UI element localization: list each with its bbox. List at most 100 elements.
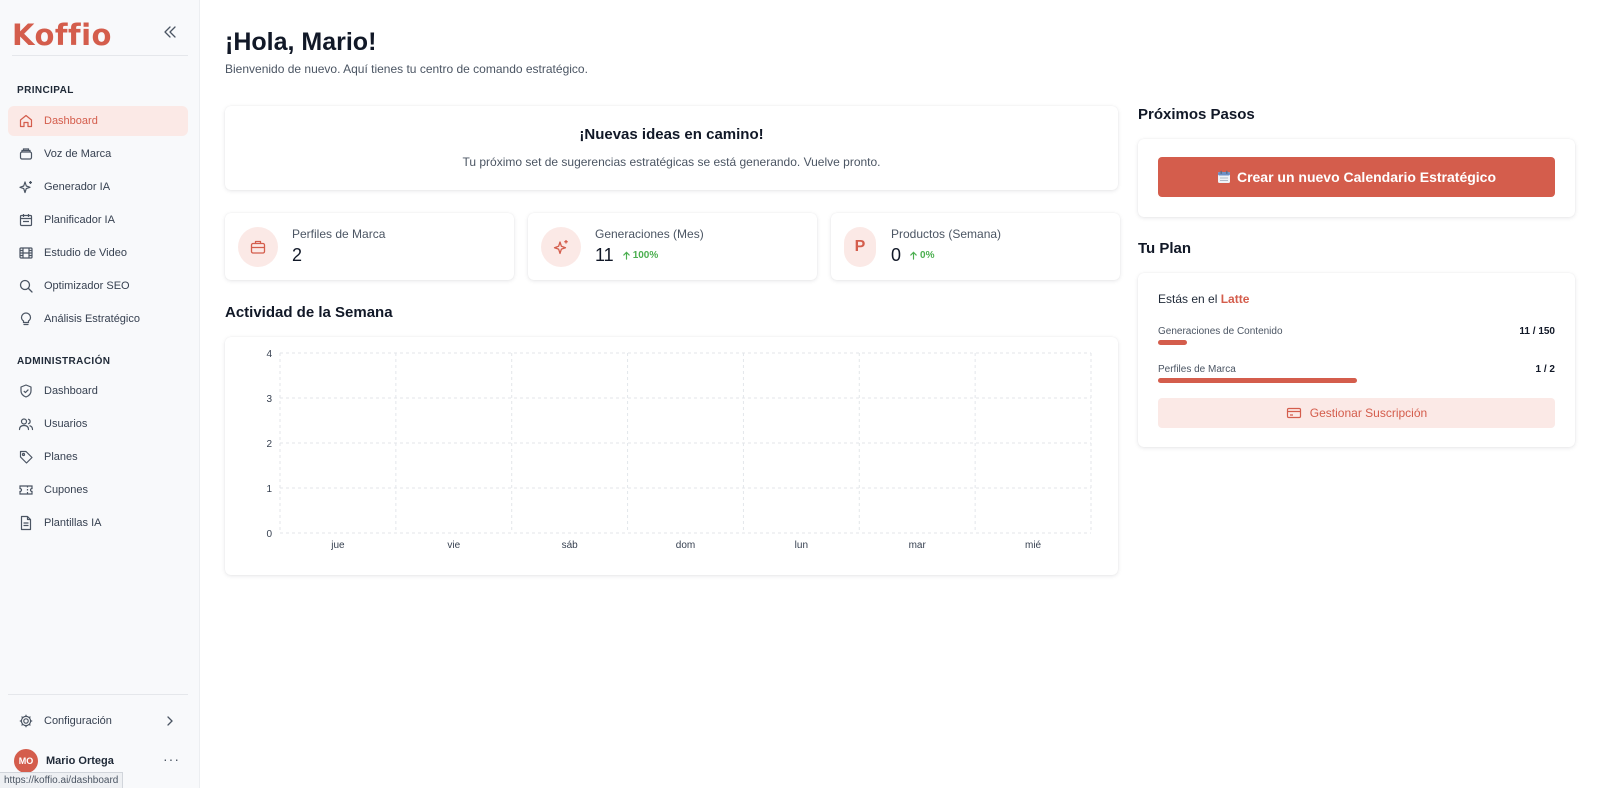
sparkles-icon	[19, 181, 32, 194]
briefcase-icon	[238, 227, 278, 267]
tag-icon	[19, 450, 33, 464]
sidebar-item-label: Dashboard	[44, 115, 98, 127]
arrow-up-icon	[910, 251, 917, 260]
ideas-text: Tu próximo set de sugerencias estratégic…	[462, 155, 881, 169]
sidebar-item-label: Configuración	[44, 715, 112, 727]
y-tick-label: 3	[266, 394, 272, 405]
shield-icon	[20, 384, 32, 398]
y-tick-label: 1	[266, 484, 272, 495]
sidebar-item-analisis-estrategico[interactable]: Análisis Estratégico	[8, 304, 188, 334]
user-name: Mario Ortega	[46, 755, 114, 767]
usage-bar-perfiles	[1158, 378, 1555, 383]
sidebar-item-generador-ia[interactable]: Generador IA	[8, 172, 188, 202]
x-tick-label: mié	[1025, 540, 1042, 551]
usage-count-perfiles: 1 / 2	[1535, 364, 1555, 375]
stat-number: 11	[595, 245, 614, 265]
stat-number: 2	[292, 245, 303, 265]
plan-title: Tu Plan	[1138, 240, 1192, 257]
sidebar-item-label: Generador IA	[44, 181, 111, 193]
sidebar-item-optimizador-seo[interactable]: Optimizador SEO	[8, 271, 188, 301]
collapse-sidebar-icon[interactable]	[162, 24, 178, 40]
plan-card: Estás en el Latte Generaciones de Conten…	[1138, 273, 1575, 447]
ideas-card: ¡Nuevas ideas en camino! Tu próximo set …	[225, 106, 1118, 190]
sidebar-item-label: Voz de Marca	[44, 148, 112, 160]
next-steps-title: Próximos Pasos	[1138, 106, 1255, 123]
calendar-icon	[19, 214, 33, 227]
sidebar-item-planes[interactable]: Planes	[8, 442, 188, 472]
calendar-emoji-icon	[1217, 170, 1231, 184]
stat-label: Generaciones (Mes)	[595, 227, 704, 241]
users-icon	[18, 418, 34, 431]
home-icon	[19, 114, 33, 128]
sidebar-item-cupones[interactable]: Cupones	[8, 475, 188, 505]
sidebar: Koffio PRINCIPAL Dashboard Voz de Marca …	[0, 0, 200, 788]
usage-label-perfiles: Perfiles de Marca	[1158, 364, 1236, 375]
x-tick-label: jue	[330, 540, 345, 551]
gear-icon	[19, 714, 33, 728]
lightbulb-icon	[20, 312, 32, 326]
sidebar-item-label: Planificador IA	[44, 214, 115, 226]
credit-card-icon	[1286, 407, 1301, 419]
create-calendar-label: Crear un nuevo Calendario Estratégico	[1236, 169, 1497, 185]
y-tick-label: 0	[266, 529, 272, 540]
plan-name: Latte	[1220, 292, 1250, 306]
activity-chart-card: 0 1 2 3 4 jue vie sáb dom lun mar mié	[225, 337, 1118, 575]
stat-label: Perfiles de Marca	[292, 227, 386, 241]
manage-subscription-button[interactable]: Gestionar Suscripción	[1158, 398, 1555, 428]
x-tick-label: lun	[795, 540, 808, 551]
stat-delta: 100%	[622, 250, 659, 261]
sidebar-item-configuracion[interactable]: Configuración	[8, 706, 188, 736]
stat-number: 0	[891, 245, 902, 265]
product-letter-icon: P	[844, 227, 876, 267]
sidebar-item-usuarios[interactable]: Usuarios	[8, 409, 188, 439]
sidebar-item-voz-de-marca[interactable]: Voz de Marca	[8, 139, 188, 169]
sidebar-item-admin-dashboard[interactable]: Dashboard	[8, 376, 188, 406]
next-steps-card: Crear un nuevo Calendario Estratégico	[1138, 139, 1575, 217]
sidebar-item-label: Planes	[44, 451, 78, 463]
usage-bar-generaciones	[1158, 340, 1555, 345]
stat-delta: 0%	[909, 250, 934, 261]
activity-chart: 0 1 2 3 4 jue vie sáb dom lun mar mié	[266, 349, 1092, 551]
sidebar-item-label: Dashboard	[44, 385, 98, 397]
stat-card-productos: P Productos (Semana) 0 0%	[831, 213, 1120, 280]
y-tick-label: 4	[266, 349, 272, 360]
stat-label: Productos (Semana)	[891, 227, 1002, 241]
create-calendar-button[interactable]: Crear un nuevo Calendario Estratégico	[1158, 157, 1555, 197]
sidebar-divider	[8, 694, 188, 695]
more-options-icon[interactable]: ···	[163, 751, 180, 767]
sidebar-item-label: Optimizador SEO	[44, 280, 130, 292]
layers-icon	[19, 148, 33, 160]
sidebar-item-plantillas-ia[interactable]: Plantillas IA	[8, 508, 188, 538]
sidebar-item-label: Análisis Estratégico	[44, 313, 140, 325]
manage-subscription-label: Gestionar Suscripción	[1309, 406, 1428, 420]
stat-card-generaciones: Generaciones (Mes) 11 100%	[528, 213, 817, 280]
logo-row: Koffio	[12, 16, 188, 56]
usage-fill	[1158, 378, 1357, 383]
sidebar-item-label: Plantillas IA	[44, 517, 102, 529]
ticket-icon	[19, 485, 33, 495]
page-title: ¡Hola, Mario!	[225, 28, 377, 56]
x-tick-label: vie	[447, 540, 460, 551]
sidebar-item-estudio-de-video[interactable]: Estudio de Video	[8, 238, 188, 268]
sidebar-item-planificador-ia[interactable]: Planificador IA	[8, 205, 188, 235]
stat-delta-value: 0%	[920, 250, 935, 261]
section-title-principal: PRINCIPAL	[17, 85, 74, 96]
x-tick-label: mar	[909, 540, 927, 551]
x-tick-label: sáb	[562, 540, 579, 551]
chevron-right-icon	[167, 716, 173, 726]
usage-label-generaciones: Generaciones de Contenido	[1158, 326, 1283, 337]
plan-heading: Estás en el Latte	[1158, 292, 1249, 306]
avatar: MO	[14, 749, 38, 773]
sparkles-icon	[541, 227, 581, 267]
sidebar-item-label: Cupones	[44, 484, 89, 496]
x-tick-label: dom	[676, 540, 695, 551]
koffio-logo[interactable]: Koffio	[12, 18, 112, 52]
section-title-administracion: ADMINISTRACIÓN	[17, 356, 111, 367]
sidebar-item-dashboard[interactable]: Dashboard	[8, 106, 188, 136]
stat-value: 0 0%	[891, 245, 934, 266]
status-bar-url: https://koffio.ai/dashboard	[0, 772, 124, 788]
stat-delta-value: 100%	[632, 250, 659, 261]
activity-title: Actividad de la Semana	[225, 304, 393, 321]
user-profile[interactable]: MO Mario Ortega ···	[14, 749, 184, 773]
search-icon	[19, 279, 33, 293]
